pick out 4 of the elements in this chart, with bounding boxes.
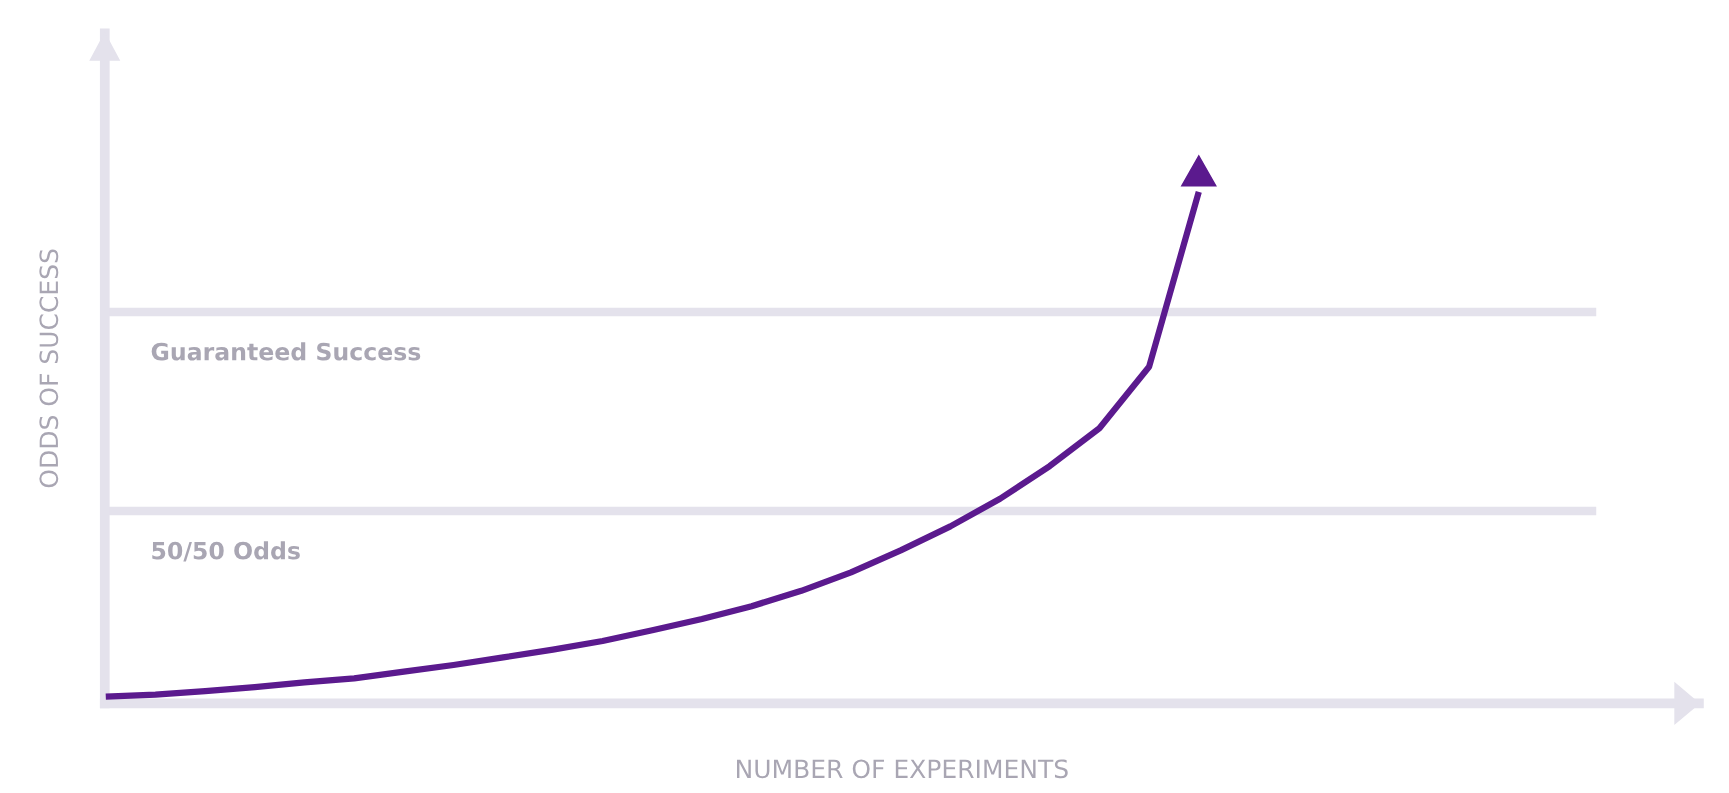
ref-line-label: 50/50 Odds	[152, 541, 300, 562]
y-axis-title: ODDS OF SUCCESS	[39, 249, 59, 488]
x-axis-title: NUMBER OF EXPERIMENTS	[737, 759, 1068, 779]
ref-line-label: Guaranteed Success	[151, 342, 421, 361]
